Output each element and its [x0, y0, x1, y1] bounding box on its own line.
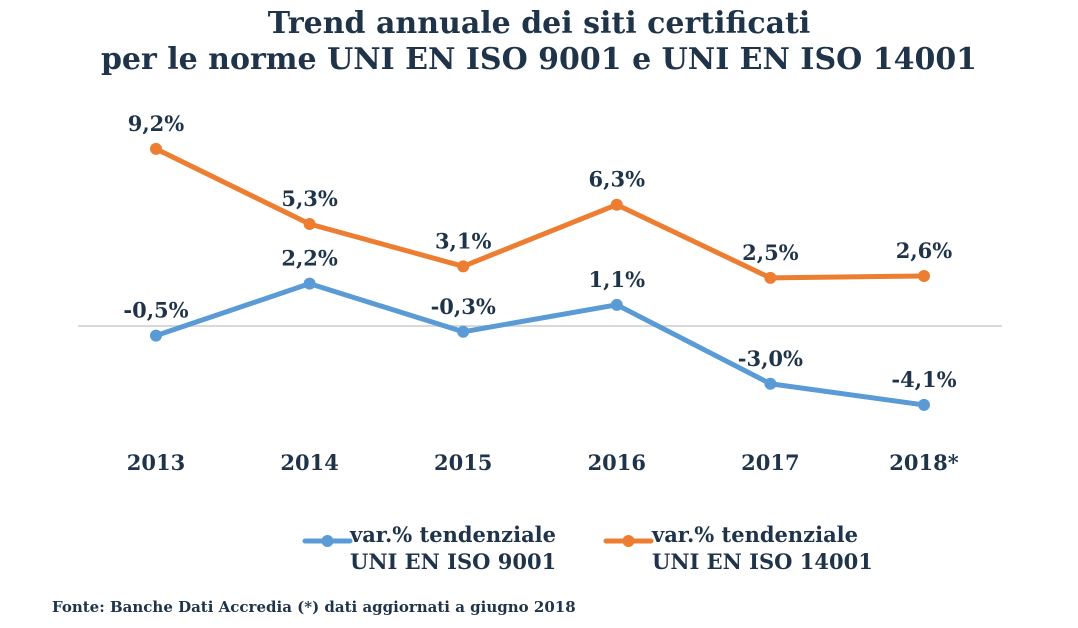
data-label-iso14001-2: 3,1%: [435, 228, 492, 253]
x-tick-label-2: 2015: [434, 450, 492, 475]
data-label-iso9001-3: 1,1%: [589, 267, 646, 292]
x-tick-label-3: 2016: [588, 450, 646, 475]
data-point-iso14001-0: [150, 142, 162, 155]
data-point-iso14001-5: [918, 269, 930, 282]
data-label-iso9001-1: 2,2%: [281, 246, 338, 271]
chart-title-block: Trend annuale dei siti certificati per l…: [0, 6, 1078, 78]
data-label-iso9001-0: -0,5%: [123, 298, 188, 323]
legend-label-iso14001-line1: var.% tendenziale: [652, 522, 859, 547]
data-label-iso9001-2: -0,3%: [431, 294, 496, 319]
x-tick-label-1: 2014: [280, 450, 338, 475]
series-line-iso14001: [153, 146, 927, 281]
legend-marker-iso9001: [321, 535, 334, 547]
legend-label-iso9001-line2: UNI EN ISO 9001: [350, 549, 557, 574]
legend-marker-iso14001: [622, 535, 635, 547]
legend-label-iso14001: var.% tendenziale UNI EN ISO 14001: [652, 521, 873, 575]
data-label-iso14001-5: 2,6%: [896, 238, 953, 263]
chart-title: Trend annuale dei siti certificati: [267, 6, 811, 41]
x-tick-label-4: 2017: [741, 450, 799, 475]
data-point-iso9001-2: [457, 325, 470, 338]
data-label-iso9001-4: -3,0%: [738, 346, 803, 371]
data-label-iso14001-3: 6,3%: [589, 167, 646, 192]
data-point-iso14001-3: [610, 198, 623, 211]
series-line-iso9001: [153, 281, 927, 408]
legend-label-iso9001: var.% tendenziale UNI EN ISO 9001: [350, 521, 556, 575]
data-point-iso14001-1: [303, 217, 316, 230]
source-footnote: Fonte: Banche Dati Accredia (*) dati agg…: [52, 598, 576, 616]
data-label-iso14001-1: 5,3%: [281, 186, 338, 211]
legend-label-iso9001-line1: var.% tendenziale: [350, 522, 557, 547]
chart-subtitle: per le norme UNI EN ISO 9001 e UNI EN IS…: [100, 42, 978, 77]
legend-label-iso14001-line2: UNI EN ISO 14001: [652, 549, 873, 574]
data-label-iso14001-0: 9,2%: [128, 111, 185, 136]
x-tick-label-5: 2018*: [889, 450, 958, 475]
data-point-iso9001-1: [303, 277, 316, 290]
data-label-iso9001-5: -4,1%: [891, 367, 956, 392]
data-point-iso9001-0: [150, 329, 162, 342]
data-point-iso9001-4: [764, 377, 777, 390]
data-label-iso14001-4: 2,5%: [742, 240, 799, 265]
data-point-iso9001-5: [918, 398, 930, 411]
data-point-iso14001-2: [457, 260, 470, 273]
x-tick-label-0: 2013: [127, 450, 185, 475]
data-point-iso9001-3: [610, 298, 623, 311]
data-point-iso14001-4: [764, 271, 777, 284]
